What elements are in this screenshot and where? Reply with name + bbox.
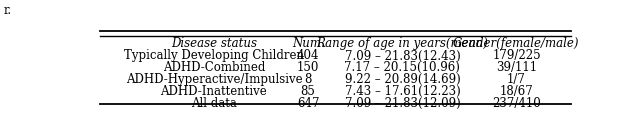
Text: 404: 404 [297,49,319,62]
Text: 9.22 – 20.89(14.69): 9.22 – 20.89(14.69) [344,73,460,86]
Text: 179/225: 179/225 [492,49,541,62]
Text: 8: 8 [305,73,312,86]
Text: Typically Developing Children: Typically Developing Children [124,49,304,62]
Text: 85: 85 [301,85,316,98]
Text: ADHD-Inattentive: ADHD-Inattentive [161,85,268,98]
Text: Range of age in years(mean): Range of age in years(mean) [316,37,488,50]
Text: r.: r. [3,4,12,17]
Text: 18/67: 18/67 [500,85,533,98]
Text: Disease status: Disease status [171,37,257,50]
Text: Gender(female/male): Gender(female/male) [453,37,580,50]
Text: 7.09 – 21.83(12.09): 7.09 – 21.83(12.09) [344,97,460,110]
Text: 1/7: 1/7 [507,73,526,86]
Text: 7.17 – 20.15(10.96): 7.17 – 20.15(10.96) [344,61,460,74]
Text: ADHD-Combined: ADHD-Combined [163,61,265,74]
Text: 39/111: 39/111 [496,61,537,74]
Text: 237/410: 237/410 [492,97,541,110]
Text: 7.43 – 17.61(12.23): 7.43 – 17.61(12.23) [344,85,460,98]
Text: All data: All data [191,97,237,110]
Text: 7.09 – 21.83(12.43): 7.09 – 21.83(12.43) [344,49,460,62]
Text: 150: 150 [297,61,319,74]
Text: ADHD-Hyperactive/Impulsive: ADHD-Hyperactive/Impulsive [125,73,302,86]
Text: Num.: Num. [292,37,324,50]
Text: 647: 647 [297,97,319,110]
